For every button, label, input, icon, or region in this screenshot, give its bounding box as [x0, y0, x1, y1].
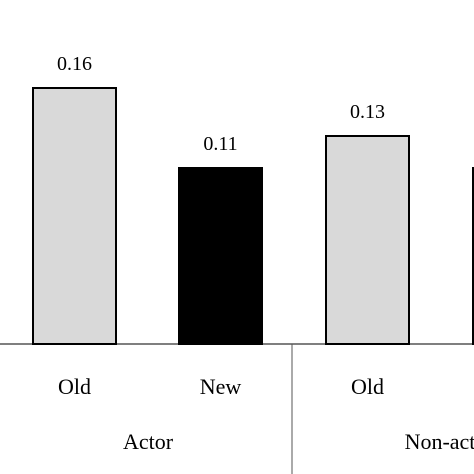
category-label: Old	[58, 374, 91, 399]
category-label: New	[200, 374, 242, 399]
bar-actor-new	[178, 167, 263, 345]
group-label: Non-act	[405, 429, 474, 454]
bar-non-act-old	[325, 135, 410, 345]
data-label: 0.13	[350, 101, 385, 123]
data-label: 0.16	[57, 53, 92, 75]
bar-actor-old	[32, 87, 117, 345]
group-label: Actor	[123, 429, 174, 454]
data-label: 0.11	[203, 133, 237, 155]
category-label: Old	[351, 374, 384, 399]
